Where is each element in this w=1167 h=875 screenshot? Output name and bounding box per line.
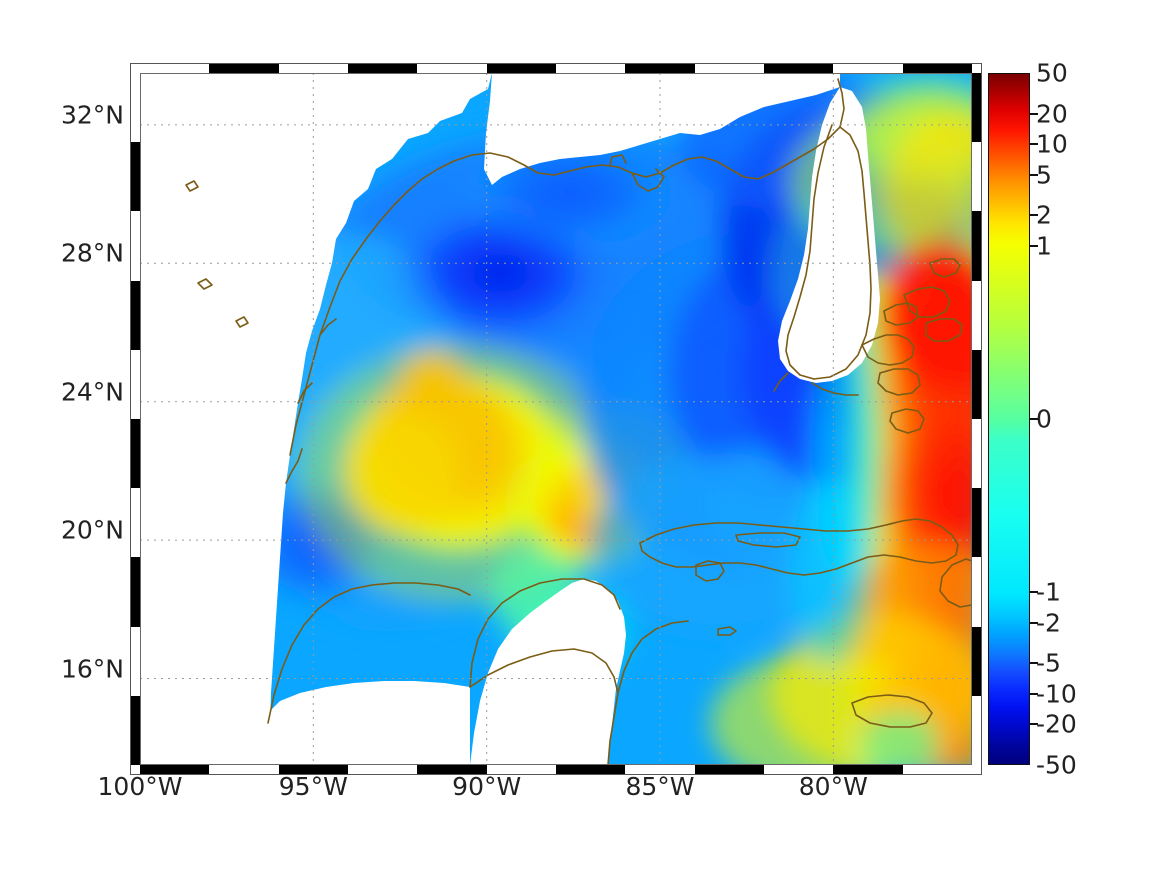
colorbar-tick-0 [1030, 418, 1038, 420]
colorbar-label-m10: -10 [1036, 679, 1077, 709]
field-blobs [230, 73, 972, 765]
colorbar-label-10: 10 [1036, 129, 1068, 159]
axes-border [140, 73, 972, 765]
colorbar-label-2: 2 [1036, 200, 1052, 230]
map-neatline [130, 63, 982, 775]
colorbar-tick-m5 [1030, 662, 1038, 665]
colorbar-label-50: 50 [1036, 58, 1068, 88]
colorbar-label-5: 5 [1036, 160, 1052, 190]
colorbar-label-m2: -2 [1036, 608, 1061, 638]
x-tick-label-1: 95°W [278, 772, 348, 801]
colorbar-tick-20 [1030, 112, 1038, 115]
y-tick-label-1: 28°N [60, 238, 124, 268]
colorbar-label-m5: -5 [1036, 648, 1061, 678]
colorbar-tick-m1 [1030, 591, 1038, 593]
colorbar-tick-1 [1030, 245, 1038, 247]
colorbar-tick-m20 [1030, 723, 1038, 726]
graticule [140, 73, 972, 765]
colorbar-label-m50: -50 [1036, 750, 1077, 780]
map-axes [140, 73, 972, 765]
colorbar-label-m1: -1 [1036, 577, 1061, 607]
land-mask [140, 73, 880, 765]
x-tick-label-2: 90°W [452, 772, 522, 801]
colorbar-label-1: 1 [1036, 231, 1052, 261]
y-tick-label-4: 16°N [60, 654, 124, 683]
anomaly-field [140, 73, 972, 765]
x-tick-label-4: 80°W [798, 772, 868, 801]
y-tick-label-2: 24°N [60, 377, 124, 407]
colorbar[interactable] [988, 73, 1030, 765]
x-tick-label-0: 100°W [97, 772, 183, 801]
colorbar-tick-10 [1030, 143, 1038, 146]
coastlines [185, 78, 972, 765]
colorbar-tick-m10 [1030, 692, 1038, 695]
colorbar-label-m20: -20 [1036, 709, 1077, 739]
colorbar-tick-5 [1030, 173, 1038, 176]
colorbar-label-20: 20 [1036, 99, 1068, 129]
colorbar-label-0: 0 [1036, 404, 1052, 434]
y-tick-label-3: 20°N [60, 515, 124, 545]
map-svg [140, 73, 972, 765]
y-tick-label-0: 32°N [60, 100, 124, 130]
x-tick-label-3: 85°W [625, 772, 695, 801]
colorbar-gradient [989, 74, 1029, 764]
colorbar-tick-2 [1030, 214, 1038, 217]
colorbar-tick-m2 [1030, 621, 1038, 624]
